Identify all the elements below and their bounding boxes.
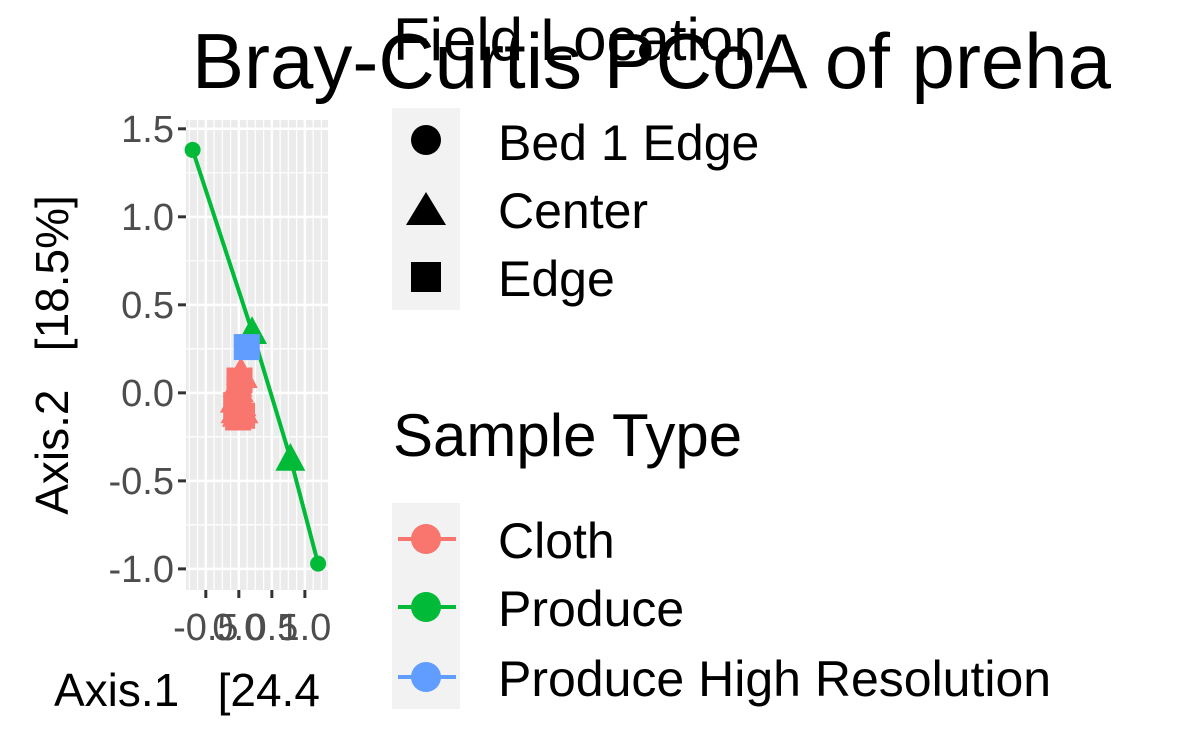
data-points bbox=[184, 141, 327, 572]
shape-legend-title: Field Location bbox=[393, 6, 767, 73]
x-axis-title: Axis.1 [24.4 bbox=[54, 664, 320, 716]
color-legend: Sample Type Cloth Produce Produce High R… bbox=[392, 402, 1051, 709]
legend-label-cloth: Cloth bbox=[498, 513, 615, 569]
y-axis-title: Axis.2 [18.5%] bbox=[26, 195, 78, 515]
produce-hr-legend-dot bbox=[411, 662, 441, 692]
legend-label-produce: Produce bbox=[498, 581, 684, 637]
circle-icon bbox=[411, 125, 441, 155]
square-icon bbox=[411, 262, 441, 292]
data-point bbox=[223, 392, 250, 419]
legend-label-center: Center bbox=[498, 183, 648, 239]
triangle-icon bbox=[406, 192, 446, 225]
color-legend-title: Sample Type bbox=[393, 402, 742, 469]
data-point bbox=[310, 555, 327, 572]
y-tick-label: 0.0 bbox=[121, 373, 174, 415]
x-tick-label: -0.5 bbox=[173, 607, 238, 649]
y-tick-label: 0.5 bbox=[121, 285, 174, 327]
data-point bbox=[226, 367, 253, 394]
shape-legend: Field Location Bed 1 Edge Center Edge bbox=[392, 6, 767, 310]
legend-label-edge: Edge bbox=[498, 251, 615, 307]
data-point bbox=[184, 141, 201, 158]
data-point bbox=[275, 442, 306, 471]
y-tick-label: 1.5 bbox=[121, 109, 174, 151]
x-tick-label: 1.0 bbox=[278, 607, 331, 649]
y-tick-label: -0.5 bbox=[109, 461, 174, 503]
legend-label-bed-1-edge: Bed 1 Edge bbox=[498, 115, 759, 171]
y-axis-ticks: 1.5 1.0 0.5 0.0 -0.5 -1.0 bbox=[109, 109, 186, 591]
series-path bbox=[190, 149, 321, 565]
chart-title: Bray-Curtis PCoA of preha bbox=[192, 17, 1112, 105]
data-point bbox=[233, 334, 260, 361]
x-axis-ticks: -0.50.00.51.0 bbox=[173, 590, 331, 649]
legend-label-produce-high-resolution: Produce High Resolution bbox=[498, 651, 1051, 707]
y-tick-label: 1.0 bbox=[121, 197, 174, 239]
cloth-legend-dot bbox=[411, 524, 441, 554]
grid-lines bbox=[186, 120, 328, 590]
x-tick-label: 0.0 bbox=[212, 607, 265, 649]
produce-legend-dot bbox=[411, 592, 441, 622]
y-tick-label: -1.0 bbox=[109, 549, 174, 591]
x-tick-label: 0.5 bbox=[245, 607, 298, 649]
